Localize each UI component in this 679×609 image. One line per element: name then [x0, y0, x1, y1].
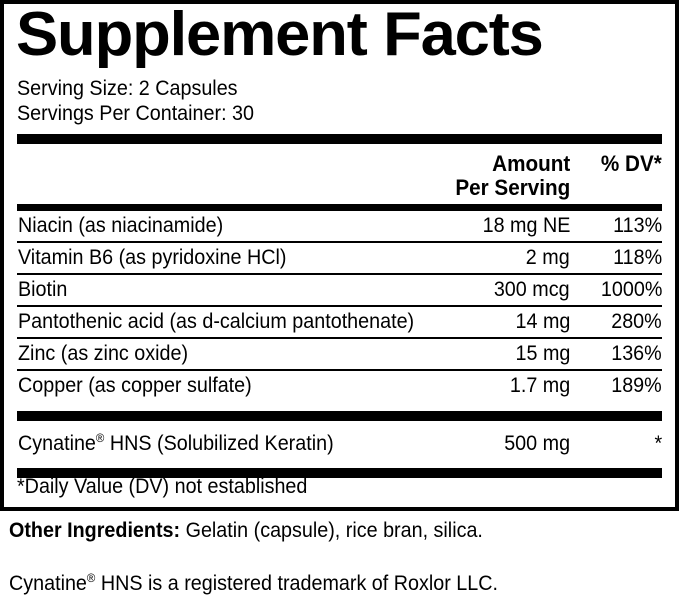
- blend-name-pre: Cynatine: [18, 432, 96, 455]
- below-panel-text: Other Ingredients: Gelatin (capsule), ri…: [9, 518, 673, 595]
- page-title: Supplement Facts: [16, 2, 544, 68]
- nutrient-name: Vitamin B6 (as pyridoxine HCl): [18, 246, 287, 269]
- supplement-facts-panel: Supplement Facts Serving Size: 2 Capsule…: [0, 0, 679, 511]
- column-header-amount: Amount Per Serving: [455, 152, 570, 200]
- nutrient-amount: 2 mg: [526, 246, 570, 269]
- nutrient-dv: 136%: [611, 342, 662, 365]
- nutrient-name: Niacin (as niacinamide): [18, 214, 224, 237]
- other-ingredients: Other Ingredients: Gelatin (capsule), ri…: [9, 518, 633, 544]
- table-row-blend: Cynatine® HNS (Solubilized Keratin) 500 …: [17, 421, 662, 468]
- nutrition-table: Amount Per Serving % DV* Niacin (as niac…: [17, 144, 662, 478]
- trademark-pre: Cynatine: [9, 572, 87, 595]
- trademark-post: HNS is a registered trademark of Roxlor …: [95, 572, 498, 595]
- nutrient-name: Pantothenic acid (as d-calcium pantothen…: [18, 310, 415, 333]
- rule-above-blend: [17, 411, 662, 421]
- table-header-row: Amount Per Serving % DV*: [17, 144, 662, 204]
- nutrient-name: Biotin: [18, 278, 68, 301]
- amount-line-1: Amount: [491, 151, 570, 176]
- nutrient-name: Copper (as copper sulfate): [18, 374, 252, 397]
- nutrient-amount: 500 mg: [504, 432, 570, 455]
- daily-value-footnote: *Daily Value (DV) not established: [17, 475, 308, 498]
- nutrient-name: Zinc (as zinc oxide): [18, 342, 189, 365]
- nutrient-dv: *: [654, 432, 662, 455]
- nutrient-amount: 15 mg: [515, 342, 570, 365]
- nutrient-amount: 18 mg NE: [482, 214, 570, 237]
- blend-name-post: HNS (Solubilized Keratin): [104, 432, 334, 455]
- table-row: Vitamin B6 (as pyridoxine HCl) 2 mg 118%: [17, 241, 662, 273]
- nutrient-dv: 189%: [611, 374, 662, 397]
- other-ingredients-value: Gelatin (capsule), rice bran, silica.: [180, 519, 483, 542]
- amount-line-2: Per Serving: [455, 175, 570, 200]
- registered-mark-icon: ®: [95, 431, 105, 445]
- table-row: Pantothenic acid (as d-calcium pantothen…: [17, 305, 662, 337]
- column-header-daily-value: % DV*: [601, 151, 662, 176]
- rule-below-header: [17, 204, 662, 209]
- table-row: Biotin 300 mcg 1000%: [17, 273, 662, 305]
- nutrient-name: Cynatine® HNS (Solubilized Keratin): [18, 431, 334, 457]
- panel-inner: Supplement Facts Serving Size: 2 Capsule…: [13, 2, 666, 507]
- registered-mark-icon: ®: [86, 571, 96, 585]
- nutrient-dv: 113%: [612, 214, 662, 237]
- servings-per-container: Servings Per Container: 30: [17, 102, 255, 125]
- nutrient-amount: 1.7 mg: [509, 374, 570, 397]
- nutrient-amount: 300 mcg: [494, 278, 570, 301]
- table-row: Zinc (as zinc oxide) 15 mg 136%: [17, 337, 662, 369]
- trademark-notice: Cynatine® HNS is a registered trademark …: [9, 571, 498, 597]
- nutrient-dv: 280%: [611, 310, 662, 333]
- rule-below-blend: [17, 468, 662, 478]
- serving-info: Serving Size: 2 Capsules Servings Per Co…: [17, 76, 254, 126]
- nutrient-dv: 1000%: [600, 278, 662, 301]
- nutrient-amount: 14 mg: [515, 310, 570, 333]
- serving-size: Serving Size: 2 Capsules: [17, 77, 238, 100]
- table-row: Copper (as copper sulfate) 1.7 mg 189%: [17, 369, 662, 401]
- other-ingredients-label: Other Ingredients:: [9, 519, 181, 542]
- nutrient-dv: 118%: [612, 246, 662, 269]
- table-row: Niacin (as niacinamide) 18 mg NE 113%: [17, 209, 662, 241]
- rule-above-header: [17, 134, 662, 144]
